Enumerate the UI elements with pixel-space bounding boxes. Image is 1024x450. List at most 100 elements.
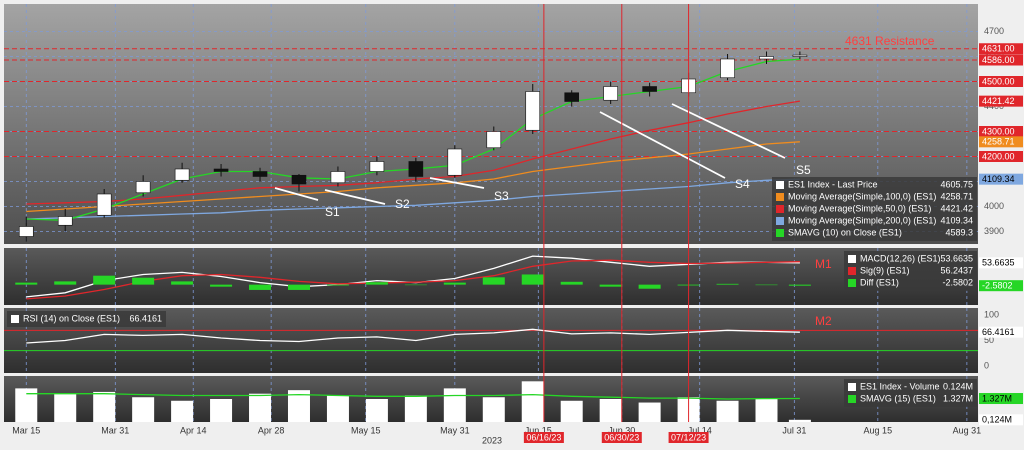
x-tick-label: Apr 14 — [180, 425, 207, 435]
axis-tag-label: 4421.42 — [982, 96, 1015, 106]
x-tick-label: May 15 — [351, 425, 381, 435]
series-line — [26, 328, 800, 344]
legend-swatch — [776, 217, 784, 225]
annotation: S1 — [325, 205, 340, 219]
marker-label-box — [668, 432, 709, 443]
y-tick-label: 3900 — [984, 226, 1004, 236]
x-tick-label: Aug 31 — [953, 425, 982, 435]
x-tick-label: Aug 15 — [864, 425, 893, 435]
axis-tag-label: 4300.00 — [982, 126, 1015, 136]
bar — [171, 281, 194, 285]
bar — [788, 419, 811, 422]
legend-swatch — [848, 395, 856, 403]
legend-label: Moving Average(Simple,50,0) (ES1) — [788, 203, 931, 213]
bar — [599, 399, 622, 422]
bar — [54, 393, 77, 422]
legend-swatch — [848, 255, 856, 263]
x-tick-label: Mar 31 — [101, 425, 129, 435]
bar — [755, 284, 778, 286]
legend-box — [844, 251, 977, 291]
annotation-arrow — [671, 103, 786, 159]
candle-body — [174, 168, 190, 181]
annotation: S3 — [494, 189, 509, 203]
bar — [716, 283, 739, 285]
bar — [404, 284, 427, 286]
legend-value: 66.4161 — [129, 313, 162, 323]
legend-label: ES1 Index - Last Price — [788, 179, 878, 189]
legend-value: 4605.75 — [940, 179, 973, 189]
legend-box — [844, 379, 977, 407]
annotation: S4 — [735, 177, 750, 191]
bar — [482, 397, 505, 422]
annotation-arrow — [429, 177, 485, 189]
bar — [365, 399, 388, 422]
candle-body — [759, 56, 774, 60]
axis-tag-label: -2.5802 — [982, 281, 1013, 291]
bar — [287, 390, 310, 422]
axis-tag — [979, 126, 1023, 137]
annotation: M2 — [815, 314, 832, 328]
x-tick-label: Jun 15 — [525, 425, 552, 435]
candle-body — [135, 181, 151, 194]
axis-tag — [979, 136, 1023, 148]
candle-body — [18, 226, 34, 237]
axis-tag-label: 1.327M — [982, 393, 1012, 403]
axis-tag — [979, 95, 1023, 107]
legend-value: 53.6635 — [940, 253, 973, 263]
marker-label: 07/12/23 — [671, 432, 706, 442]
bar — [443, 388, 466, 422]
axis-tag — [979, 280, 1023, 292]
legend-label: Diff (ES1) — [860, 277, 899, 287]
bar — [93, 391, 116, 422]
legend-value: 4258.71 — [940, 191, 973, 201]
bar — [404, 395, 427, 422]
marker-label: 06/16/23 — [526, 432, 561, 442]
axis-tag — [979, 257, 1023, 269]
legend-swatch — [776, 181, 784, 189]
candle-body — [408, 161, 424, 177]
series-line — [26, 178, 800, 220]
annotation: S5 — [796, 163, 811, 177]
series-line — [26, 141, 800, 213]
axis-tag-label: 4631.00 — [982, 44, 1015, 54]
legend-swatch — [848, 267, 856, 275]
candle-body — [57, 216, 73, 226]
bar — [93, 275, 116, 285]
axis-tag-label: 4200.00 — [982, 151, 1015, 161]
axis-tag — [979, 76, 1023, 87]
legend-label: MACD(12,26) (ES1) — [860, 253, 941, 263]
axis-tag-label: 53.6635 — [982, 258, 1015, 268]
bar — [521, 274, 544, 285]
bar — [365, 282, 388, 285]
legend-label: Sig(9) (ES1) — [860, 265, 910, 275]
rsi-panel — [4, 308, 978, 373]
legend-box — [7, 311, 166, 327]
bar — [132, 277, 155, 285]
legend-swatch — [848, 383, 856, 391]
annotation: 4631 Resistance — [845, 34, 935, 48]
axis-tag-label: 4258.71 — [982, 137, 1015, 147]
legend-value: 56.2437 — [940, 265, 973, 275]
bar — [210, 284, 233, 287]
marker-label-box — [523, 432, 564, 443]
legend-box — [772, 177, 977, 241]
bar — [560, 281, 583, 285]
candle-body — [369, 161, 385, 172]
bar — [287, 284, 310, 290]
annotation-arrow — [324, 189, 386, 205]
y-tick-label: 0 — [984, 360, 989, 370]
bar — [15, 388, 38, 422]
candle-body — [720, 58, 735, 79]
axis-tag-label: 0,124M — [982, 415, 1012, 425]
legend-label: Moving Average(Simple,200,0) (ES1) — [788, 215, 936, 225]
bar — [210, 399, 233, 422]
y-tick-label: 4000 — [984, 201, 1004, 211]
candle-body — [486, 131, 502, 149]
y-tick-label: 4700 — [984, 26, 1004, 36]
bar — [521, 381, 544, 422]
candle-body — [792, 54, 808, 57]
bar — [132, 397, 155, 422]
bar — [788, 284, 811, 286]
bar — [443, 282, 466, 285]
